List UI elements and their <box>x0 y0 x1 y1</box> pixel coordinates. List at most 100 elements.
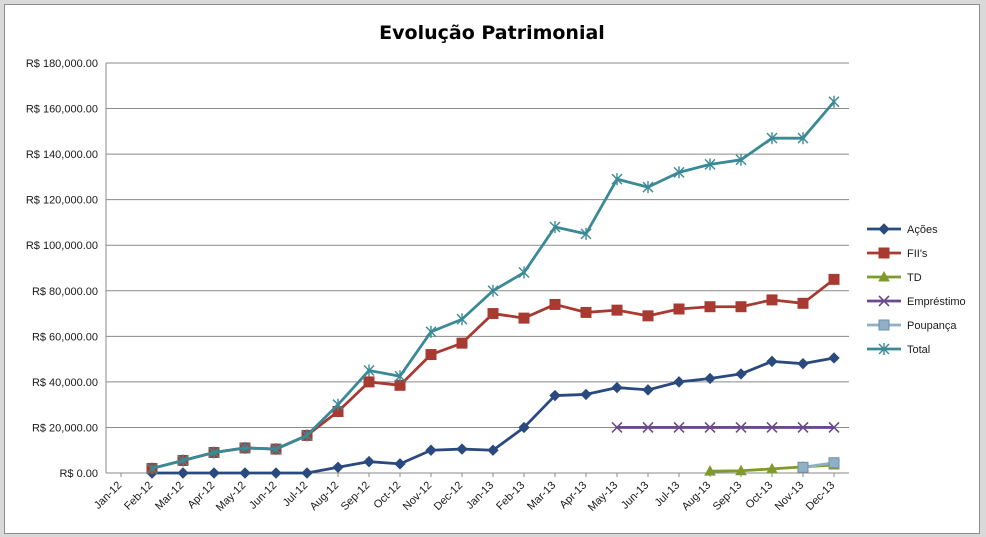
triangle-marker <box>704 465 716 476</box>
diamond-marker <box>735 368 747 380</box>
line-chart: Evolução Patrimonial R$ 0.00 R$ 20,000.00… <box>26 22 966 514</box>
x-tick-label: Jan-12 <box>92 479 124 511</box>
series-empr-stimo <box>611 421 840 434</box>
data-point <box>177 454 189 467</box>
data-point <box>797 297 809 309</box>
y-tick-label: R$ 100,000.00 <box>26 240 98 252</box>
data-point <box>487 308 499 320</box>
y-tick-label: R$ 20,000.00 <box>32 422 98 434</box>
data-point <box>878 319 890 331</box>
y-tick-label: R$ 160,000.00 <box>26 104 98 116</box>
data-point <box>239 467 251 479</box>
legend-label: Total <box>907 344 930 356</box>
square-marker <box>828 273 840 285</box>
legend-label: Poupança <box>907 320 957 332</box>
series-total <box>146 95 840 475</box>
legend-label: Ações <box>907 224 938 236</box>
x-tick-label: Feb-13 <box>494 479 527 512</box>
diamond-marker <box>878 223 890 235</box>
legend: Ações FII's TD Empréstimo Poupança Total <box>867 223 966 356</box>
diamond-marker <box>301 467 313 479</box>
data-point <box>611 173 623 186</box>
triangle-marker <box>766 462 778 474</box>
data-point <box>878 223 890 235</box>
data-point <box>766 132 778 145</box>
x-marker <box>735 421 747 434</box>
series-a-es <box>146 352 840 479</box>
data-point <box>332 461 344 474</box>
data-point <box>580 227 592 240</box>
x-tick-label: Mar-13 <box>525 479 558 512</box>
data-point <box>332 398 344 411</box>
y-tick-label: R$ 180,000.00 <box>26 58 98 70</box>
x-tick-label: May-12 <box>214 479 248 513</box>
data-point <box>549 298 561 310</box>
x-marker <box>611 421 623 434</box>
data-point <box>797 461 809 473</box>
data-point <box>487 284 499 297</box>
x-tick-label: Jun-12 <box>247 479 279 511</box>
diamond-marker <box>208 467 220 479</box>
x-tick-label: Dec-13 <box>804 479 838 513</box>
data-point <box>270 467 282 479</box>
data-point <box>878 295 890 307</box>
data-point <box>301 467 313 479</box>
data-point <box>394 458 406 470</box>
data-point <box>878 270 890 282</box>
data-point <box>878 343 890 355</box>
x-tick-label: Dec-12 <box>432 479 466 513</box>
data-point <box>642 310 654 322</box>
square-marker <box>425 349 437 361</box>
data-point <box>766 462 778 474</box>
data-point <box>828 421 840 434</box>
data-point <box>828 273 840 285</box>
square-marker <box>797 461 809 473</box>
data-point <box>735 368 747 380</box>
legend-item: Empréstimo <box>867 295 966 308</box>
y-tick-label: R$ 0.00 <box>59 468 98 480</box>
square-marker <box>828 457 840 469</box>
diamond-marker <box>363 455 375 468</box>
data-point <box>766 355 778 368</box>
data-point <box>425 444 437 456</box>
data-point <box>642 181 654 194</box>
data-point <box>766 294 778 306</box>
data-point <box>363 455 375 468</box>
triangle-marker <box>878 270 890 282</box>
data-point <box>580 388 592 401</box>
data-point <box>704 421 716 434</box>
data-point <box>456 337 468 349</box>
data-point <box>270 443 282 456</box>
x-tick-label: Nov-12 <box>401 479 435 513</box>
triangle-marker <box>735 464 747 476</box>
series-lines <box>146 95 840 479</box>
data-point <box>425 349 437 361</box>
data-point <box>797 357 809 370</box>
data-point <box>611 381 623 394</box>
x-marker <box>878 295 890 307</box>
data-point <box>735 153 747 166</box>
data-point <box>673 303 685 315</box>
legend-item: FII's <box>867 247 928 260</box>
data-point <box>704 372 716 385</box>
data-point <box>735 421 747 434</box>
chart-frame: Evolução Patrimonial R$ 0.00 R$ 20,000.00… <box>4 4 980 534</box>
diamond-marker <box>239 467 251 479</box>
diamond-marker <box>394 458 406 470</box>
y-tick-label: R$ 60,000.00 <box>32 331 98 343</box>
square-marker <box>735 301 747 313</box>
data-point <box>177 467 189 479</box>
x-tick-label: May-13 <box>586 479 620 513</box>
diamond-marker <box>673 376 685 388</box>
data-point <box>549 389 561 402</box>
data-point <box>518 421 530 434</box>
data-point <box>642 421 654 434</box>
data-point <box>828 352 840 364</box>
chart-title: Evolução Patrimonial <box>379 22 605 44</box>
x-tick-label: Oct-12 <box>371 479 403 511</box>
data-point <box>301 429 313 442</box>
x-tick-label: Jan-13 <box>464 479 496 511</box>
data-point <box>673 421 685 434</box>
data-point <box>735 301 747 313</box>
x-tick-label: Aug-12 <box>308 479 342 513</box>
